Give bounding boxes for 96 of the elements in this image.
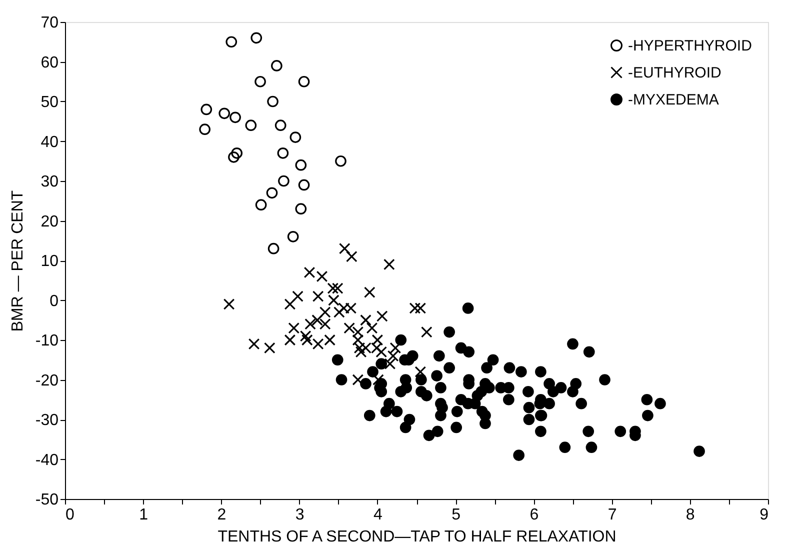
point xyxy=(335,155,346,167)
point xyxy=(264,342,276,354)
legend-label: -HYPERTHYROID xyxy=(628,38,752,54)
point xyxy=(304,266,316,278)
point xyxy=(352,326,364,338)
point xyxy=(366,322,378,334)
point xyxy=(231,148,243,159)
y-tick-label: 30 xyxy=(40,174,59,190)
x-tick-label: 2 xyxy=(217,506,226,524)
point xyxy=(414,302,426,314)
point xyxy=(230,112,241,124)
y-tick-label: 40 xyxy=(40,134,59,151)
point xyxy=(376,310,388,322)
y-tick-label: 60 xyxy=(40,54,59,72)
point xyxy=(288,322,300,334)
point xyxy=(267,96,278,108)
point xyxy=(332,282,344,294)
point xyxy=(319,306,331,318)
point xyxy=(333,306,345,318)
y-tick-label: -40 xyxy=(35,452,59,469)
point xyxy=(290,132,302,143)
point xyxy=(298,179,310,191)
y-tick-label: -20 xyxy=(35,372,59,390)
point xyxy=(300,330,312,342)
point xyxy=(226,36,238,48)
point xyxy=(384,358,396,370)
x-tick-label: 0 xyxy=(66,506,74,524)
y-tick-label: -30 xyxy=(35,412,59,429)
point xyxy=(387,350,399,362)
point xyxy=(383,258,395,270)
point xyxy=(199,124,210,135)
point xyxy=(228,151,240,163)
point xyxy=(372,334,384,346)
point xyxy=(200,104,212,116)
point xyxy=(271,60,282,72)
point xyxy=(324,334,336,346)
point xyxy=(312,314,323,326)
y-tick-label: 50 xyxy=(40,94,59,111)
x-tick-label: 8 xyxy=(686,506,695,524)
point xyxy=(277,148,289,159)
point xyxy=(268,242,280,254)
point xyxy=(312,338,324,350)
point xyxy=(390,342,402,354)
y-tick-label: 70 xyxy=(40,14,59,32)
point xyxy=(327,282,339,294)
y-tick-label: 20 xyxy=(40,213,59,230)
x-tick-label: 9 xyxy=(760,506,769,524)
point xyxy=(328,294,340,306)
x-tick-label: 5 xyxy=(452,506,461,524)
point xyxy=(301,334,313,346)
legend-label: -MYXEDEMA xyxy=(628,92,719,108)
x-axis-title: TENTHS OF A SECOND—TAP TO HALF RELAXATION xyxy=(218,528,616,546)
point xyxy=(352,334,364,346)
point xyxy=(223,298,235,310)
point xyxy=(298,76,310,88)
x-tick-label: 1 xyxy=(139,506,148,524)
point xyxy=(254,76,266,88)
x-tick-label: 3 xyxy=(295,506,304,524)
point xyxy=(295,159,307,171)
x-tick-label: 6 xyxy=(530,506,539,524)
point xyxy=(409,302,421,314)
point xyxy=(245,120,257,132)
point xyxy=(250,32,262,44)
point xyxy=(255,199,267,211)
x-tick-label: 7 xyxy=(608,506,617,524)
point xyxy=(316,270,328,282)
point xyxy=(352,374,364,386)
y-tick-label: -10 xyxy=(35,332,59,350)
point xyxy=(344,322,355,334)
x-tick-label: 4 xyxy=(373,506,382,524)
point xyxy=(284,334,296,346)
point xyxy=(414,366,426,378)
point xyxy=(304,318,316,330)
point xyxy=(292,290,304,302)
y-tick-label: 10 xyxy=(40,253,59,270)
point xyxy=(376,346,388,358)
point xyxy=(295,203,307,214)
point xyxy=(248,338,260,350)
point xyxy=(364,286,376,298)
point xyxy=(338,242,350,254)
point xyxy=(312,290,324,302)
point xyxy=(319,318,331,330)
y-axis-title: BMR — PER CENT xyxy=(9,190,26,332)
point xyxy=(278,175,290,187)
point xyxy=(346,250,358,262)
point xyxy=(284,298,296,310)
point xyxy=(287,230,299,242)
point xyxy=(274,120,286,132)
y-tick-label: 0 xyxy=(50,292,59,310)
point xyxy=(360,314,372,326)
point xyxy=(420,326,432,338)
point xyxy=(266,187,278,199)
point xyxy=(218,108,230,120)
y-tick-label: -50 xyxy=(35,492,59,508)
legend-label: -EUTHYROID xyxy=(628,64,722,82)
point xyxy=(355,346,367,358)
